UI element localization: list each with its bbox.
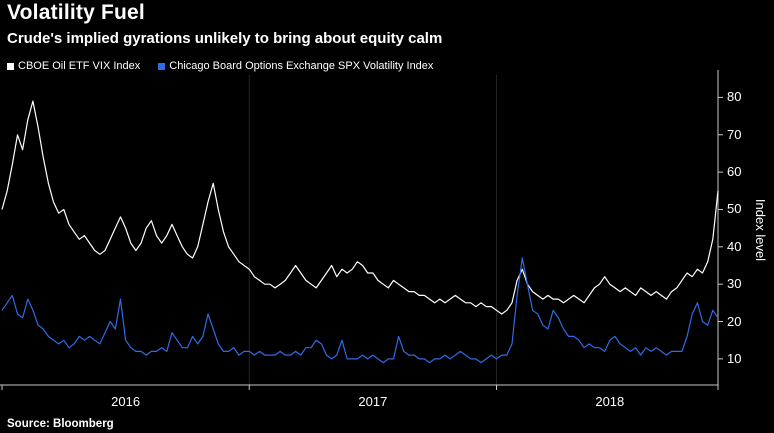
x-tick-label: 2018 (595, 394, 625, 409)
y-tick-label: 30 (727, 276, 742, 292)
series-line-0 (1, 100, 719, 315)
source-note: Source: Bloomberg (7, 418, 114, 430)
legend-item-spx-vix: Chicago Board Options Exchange SPX Volat… (158, 60, 433, 72)
legend-swatch-white-icon (7, 62, 14, 70)
series-line-1 (1, 257, 719, 364)
y-tick-label: 10 (727, 350, 742, 366)
legend-item-oil-vix: CBOE Oil ETF VIX Index (7, 60, 140, 72)
y-axis-title: Index level (753, 198, 768, 262)
chart-title: Volatility Fuel (7, 1, 145, 24)
y-tick-label: 50 (727, 201, 742, 217)
y-tick-label: 70 (727, 126, 742, 142)
legend-label: CBOE Oil ETF VIX Index (18, 60, 141, 72)
x-tick-label: 2016 (111, 394, 141, 409)
y-tick-label: 60 (727, 164, 742, 180)
legend-swatch-blue-icon (158, 62, 166, 70)
legend-label: Chicago Board Options Exchange SPX Volat… (169, 60, 434, 72)
chart-subtitle: Crude's implied gyrations unlikely to br… (7, 30, 443, 47)
y-tick-label: 40 (727, 238, 742, 254)
y-tick-label: 80 (727, 89, 742, 105)
x-tick-label: 2017 (358, 394, 388, 409)
legend: CBOE Oil ETF VIX Index Chicago Board Opt… (7, 60, 433, 72)
y-tick-label: 20 (727, 313, 742, 329)
